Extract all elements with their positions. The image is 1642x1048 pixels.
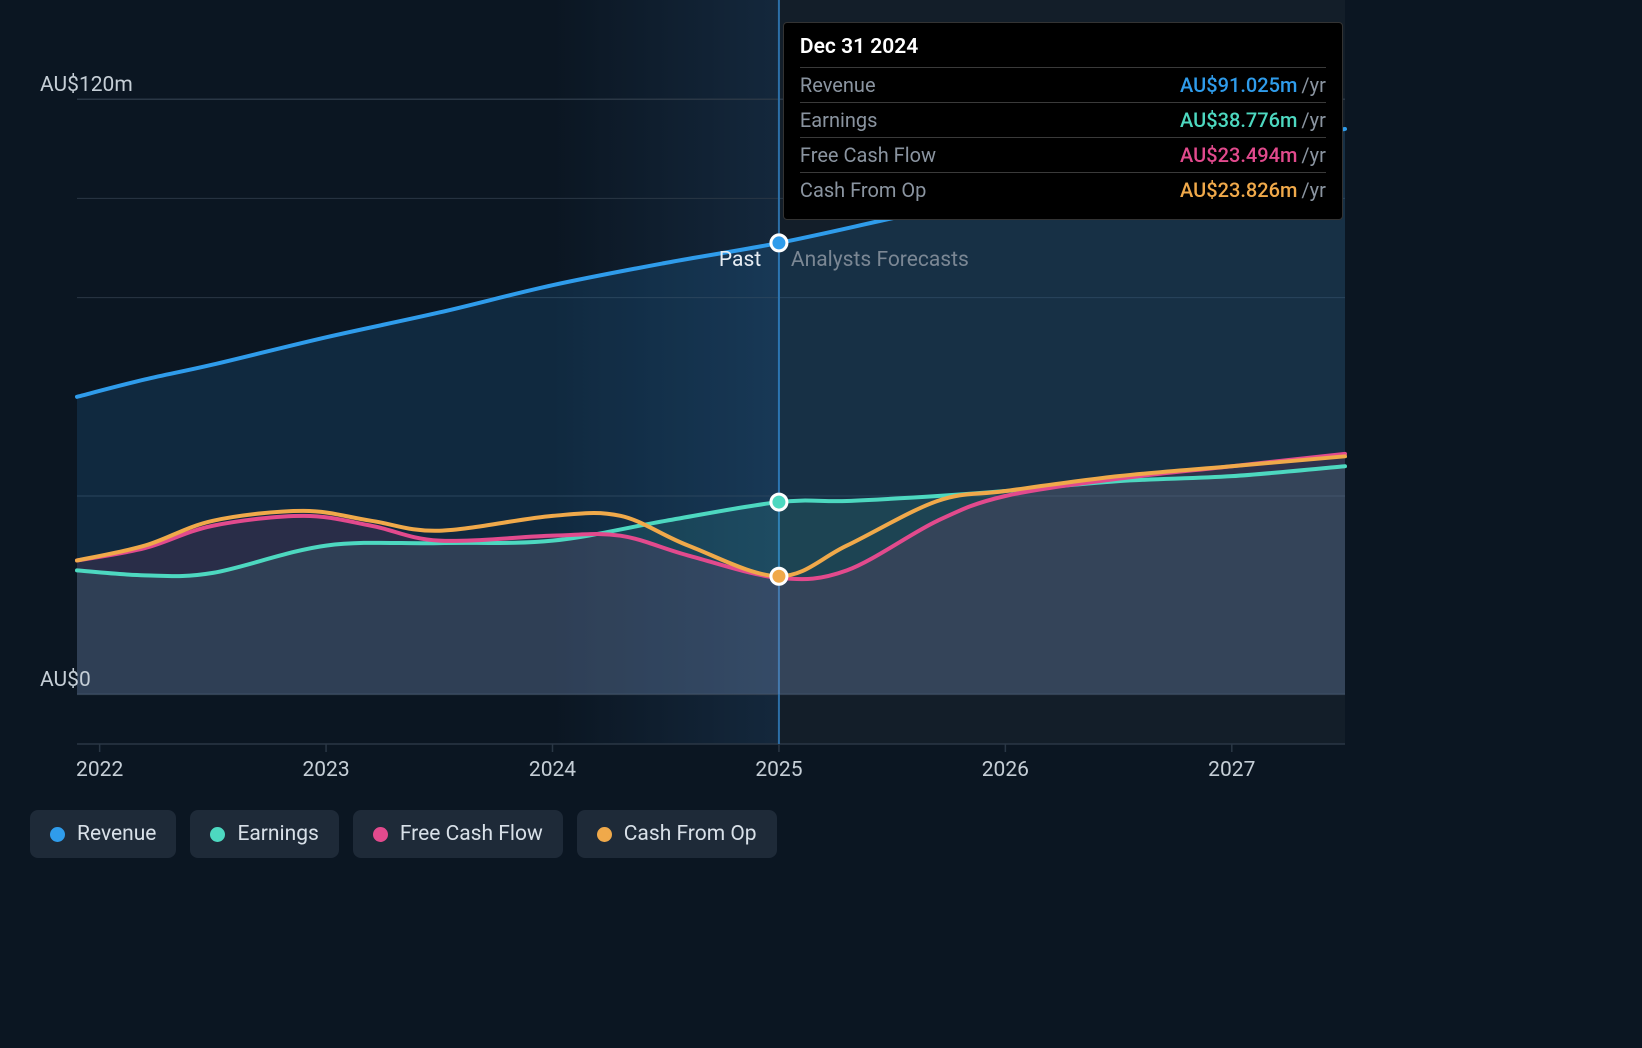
legend-dot-icon (373, 827, 388, 842)
tooltip-metric-value: AU$91.025m (1180, 73, 1297, 97)
legend-item-cfo[interactable]: Cash From Op (577, 810, 777, 858)
y-tick-label: AU$0 (40, 668, 91, 692)
chart-container: AU$0 AU$120m 2022 2023 2024 2025 2026 2027 Pas… (0, 0, 1642, 1048)
tooltip-metric-name: Revenue (800, 73, 876, 97)
tooltip-row: Earnings AU$38.776m/yr (800, 103, 1326, 138)
forecast-label: Analysts Forecasts (791, 248, 969, 272)
tooltip-row: Cash From Op AU$23.826m/yr (800, 173, 1326, 207)
tooltip-metric-name: Cash From Op (800, 178, 926, 202)
x-tick-label: 2022 (76, 758, 123, 782)
legend-item-fcf[interactable]: Free Cash Flow (353, 810, 563, 858)
x-tick-label: 2023 (302, 758, 349, 782)
legend-label: Cash From Op (624, 822, 757, 846)
tooltip-metric-name: Free Cash Flow (800, 143, 936, 167)
x-tick-label: 2024 (529, 758, 576, 782)
tooltip-metric-name: Earnings (800, 108, 878, 132)
legend-item-earnings[interactable]: Earnings (190, 810, 338, 858)
tooltip-unit: /yr (1301, 108, 1326, 132)
x-tick-label: 2025 (755, 758, 802, 782)
legend-label: Free Cash Flow (400, 822, 543, 846)
legend-item-revenue[interactable]: Revenue (30, 810, 176, 858)
x-tick-label: 2026 (982, 758, 1029, 782)
legend: Revenue Earnings Free Cash Flow Cash From O… (30, 810, 777, 858)
tooltip-row: Revenue AU$91.025m/yr (800, 68, 1326, 103)
tooltip-metric-value: AU$23.826m (1180, 178, 1297, 202)
tooltip-metric-value: AU$38.776m (1180, 108, 1297, 132)
hover-tooltip: Dec 31 2024 RevenueAU$91.025m/yrEarnings… (783, 22, 1343, 220)
legend-label: Revenue (77, 822, 156, 846)
legend-dot-icon (597, 827, 612, 842)
tooltip-metric-value: AU$23.494m (1180, 143, 1297, 167)
tooltip-unit: /yr (1301, 73, 1326, 97)
y-tick-label: AU$120m (40, 73, 133, 97)
legend-label: Earnings (237, 822, 318, 846)
legend-dot-icon (210, 827, 225, 842)
tooltip-row: Free Cash Flow AU$23.494m/yr (800, 138, 1326, 173)
tooltip-unit: /yr (1301, 143, 1326, 167)
tooltip-date: Dec 31 2024 (800, 35, 1326, 68)
legend-dot-icon (50, 827, 65, 842)
x-tick-label: 2027 (1208, 758, 1255, 782)
tooltip-unit: /yr (1301, 178, 1326, 202)
past-label: Past (719, 248, 761, 272)
